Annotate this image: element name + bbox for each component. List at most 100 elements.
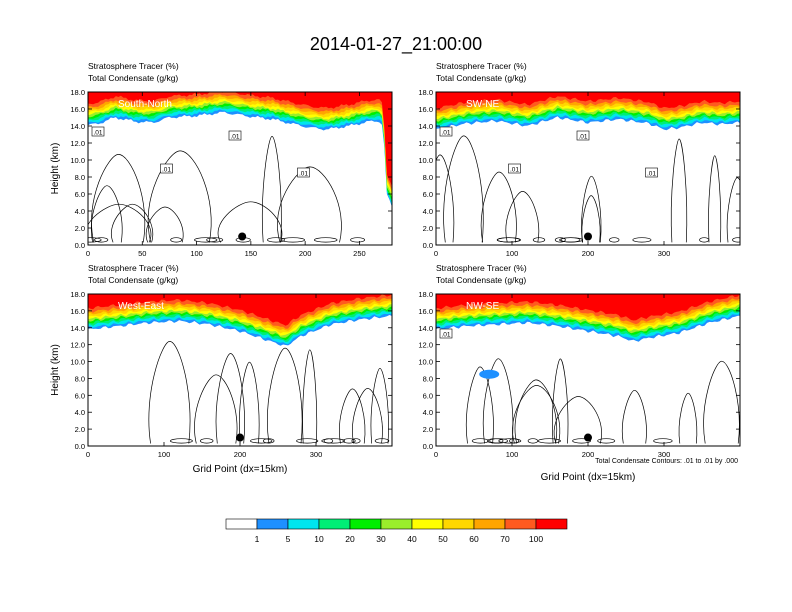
y-tick-label: 2.0: [423, 425, 433, 434]
y-tick-label: 12.0: [70, 341, 85, 350]
condensate-contour: [670, 138, 688, 243]
contour-label-text: .01: [162, 167, 171, 174]
y-tick-label: 18.0: [70, 290, 85, 299]
condensate-contour: [94, 237, 109, 243]
tracer-band: [88, 92, 392, 198]
x-tick-label: 100: [506, 450, 519, 459]
y-tick-label: 0.0: [423, 442, 433, 451]
condensate-contour: [471, 438, 489, 444]
contour-label: .01: [576, 130, 590, 141]
y-tick-label: 14.0: [418, 324, 433, 333]
y-tick-label: 16.0: [418, 105, 433, 114]
x-tick-label: 0: [434, 249, 438, 258]
condensate-contour: [215, 353, 245, 444]
y-tick-label: 10.0: [418, 156, 433, 165]
contour-label: .01: [508, 163, 521, 174]
colorbar-swatch: [318, 518, 351, 530]
label-stratosphere-tracer: Stratosphere Tracer (%): [88, 61, 179, 71]
y-axis-label: Height (km): [50, 143, 61, 195]
plot-frame: [87, 91, 393, 246]
label-total-condensate: Total Condensate (g/kg): [436, 275, 526, 285]
condensate-contour: [148, 341, 191, 444]
y-axis-label: Height (km): [50, 344, 61, 396]
condensate-contour: [703, 360, 740, 444]
contour-label-text: .01: [230, 134, 239, 141]
condensate-contour: [581, 195, 601, 243]
colorbar-swatch: [349, 518, 382, 530]
contour-label: .01: [439, 126, 453, 137]
condensate-contour: [608, 237, 620, 243]
condensate-contour: [352, 388, 383, 444]
contour-label: .01: [439, 328, 453, 339]
colorbar-swatch: [256, 518, 289, 530]
colorbar-swatch: [380, 518, 413, 530]
contour-label-text: .01: [299, 171, 308, 178]
contour-label: .01: [91, 126, 105, 137]
condensate-contour: [527, 438, 539, 444]
contour-label-text: .01: [441, 130, 450, 137]
condensate-contour: [514, 379, 558, 444]
figure-title: 2014-01-27_21:00:00: [310, 34, 482, 55]
y-tick-label: 8.0: [423, 173, 433, 182]
condensate-contour: [512, 385, 561, 444]
tracer-band: [88, 294, 392, 326]
y-tick-label: 18.0: [418, 290, 433, 299]
condensate-contour: [262, 438, 275, 444]
y-tick-label: 4.0: [75, 408, 85, 417]
tracer-band: [436, 92, 740, 109]
condensate-contour: [111, 203, 154, 243]
panel-nw-se: Stratosphere Tracer (%) Total Condensate …: [418, 263, 741, 483]
plot-area: .01 .01 .01 .01 South-North: [88, 92, 392, 245]
y-tick-label: 4.0: [75, 207, 85, 216]
colorbar-swatch: [411, 518, 444, 530]
condensate-contour: [480, 171, 517, 243]
condensate-contours: [148, 341, 390, 444]
condensate-contour: [267, 347, 303, 444]
colorbar-label: 20: [345, 534, 355, 544]
contour-label-box: [645, 167, 658, 178]
contour-label: .01: [297, 167, 310, 178]
x-tick-label: 250: [353, 249, 366, 258]
y-tick-label: 16.0: [418, 307, 433, 316]
label-stratosphere-tracer: Stratosphere Tracer (%): [436, 61, 527, 71]
y-tick-label: 16.0: [70, 307, 85, 316]
x-tick-label: 300: [310, 450, 323, 459]
condensate-contour: [436, 154, 455, 243]
x-tick-label: 200: [234, 450, 247, 459]
condensate-contour: [239, 361, 260, 444]
y-tick-label: 10.0: [418, 358, 433, 367]
y-tick-label: 6.0: [423, 190, 433, 199]
y-tick-label: 8.0: [75, 374, 85, 383]
condensate-contour: [88, 237, 102, 243]
condensate-contour: [199, 438, 214, 444]
colorbar-swatch: [504, 518, 537, 530]
contour-label-text: .01: [441, 332, 450, 339]
y-tick-label: 14.0: [70, 122, 85, 131]
y-tick-label: 4.0: [423, 408, 433, 417]
condensate-contour: [653, 438, 673, 444]
colorbar: 1 5 10 20 30 40 50 60 70 100: [225, 518, 568, 544]
y-tick-label: 8.0: [423, 374, 433, 383]
panel-label: West-East: [118, 301, 164, 312]
x-tick-label: 200: [582, 450, 595, 459]
x-axis-label: Grid Point (dx=15km): [541, 472, 636, 483]
colorbar-swatch: [287, 518, 320, 530]
y-tick-label: 4.0: [423, 207, 433, 216]
condensate-contour: [552, 358, 569, 444]
x-tick-label: 100: [190, 249, 203, 258]
condensate-contour: [262, 136, 282, 243]
condensate-contour: [509, 438, 520, 444]
y-tick-label: 16.0: [70, 105, 85, 114]
y-tick-label: 8.0: [75, 173, 85, 182]
y-tick-label: 0.0: [423, 241, 433, 250]
condensate-contour: [497, 237, 521, 243]
y-tick-label: 18.0: [418, 88, 433, 97]
condensate-contour: [482, 358, 514, 444]
colorbar-label: 10: [314, 534, 324, 544]
tracer-blob: [479, 369, 500, 379]
condensate-contour: [678, 392, 698, 444]
condensate-contour: [699, 237, 710, 243]
contour-label-text: .01: [93, 130, 102, 137]
x-tick-label: 300: [658, 249, 671, 258]
y-tick-label: 12.0: [418, 341, 433, 350]
